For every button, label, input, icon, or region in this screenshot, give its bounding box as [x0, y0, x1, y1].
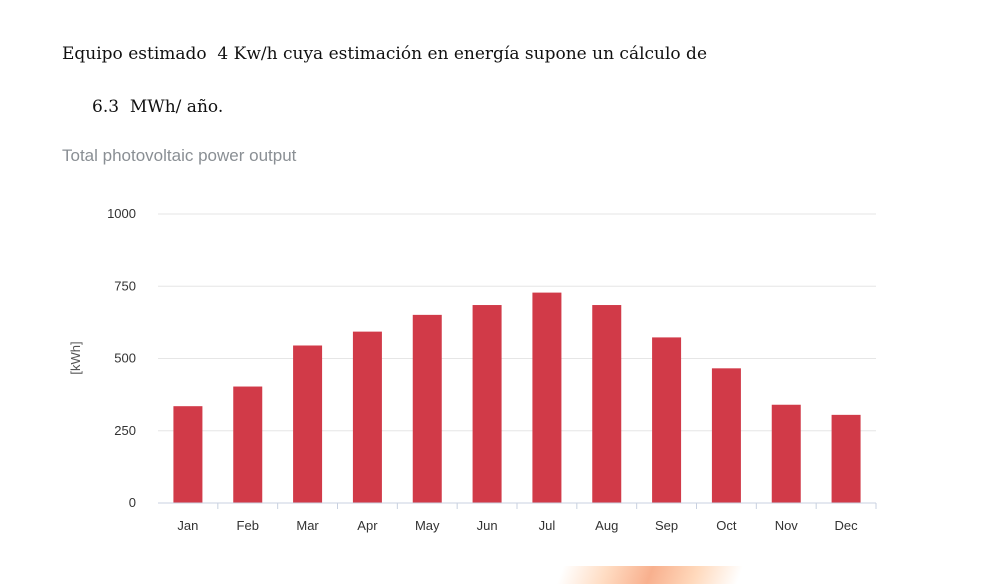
bar-dec[interactable]: [831, 414, 861, 503]
bar-aug[interactable]: [592, 305, 622, 503]
y-tick-label: 500: [114, 351, 136, 366]
bar-jun[interactable]: [472, 305, 502, 503]
x-tick-label: Feb: [237, 518, 259, 533]
bar-sep[interactable]: [652, 337, 682, 503]
grid-lines: [158, 213, 876, 432]
bar-jul[interactable]: [532, 292, 562, 503]
x-tick-label: May: [415, 518, 440, 533]
bar-feb[interactable]: [233, 386, 263, 503]
bars: [173, 292, 861, 503]
y-tick-label: 0: [129, 495, 136, 510]
bar-jan[interactable]: [173, 406, 203, 503]
x-tick-label: Dec: [835, 518, 859, 533]
y-tick-label: 250: [114, 423, 136, 438]
x-tick-label: Jul: [539, 518, 556, 533]
y-axis-title: [kWh]: [68, 341, 83, 374]
x-tick-label: Sep: [655, 518, 678, 533]
document-text-line-2: 6.3 MWh/ año.: [92, 97, 224, 117]
x-tick-label: Apr: [357, 518, 378, 533]
bar-apr[interactable]: [352, 331, 382, 503]
x-tick-label: Jan: [177, 518, 198, 533]
document-text-line-1: Equipo estimado 4 Kw/h cuya estimación e…: [62, 44, 708, 64]
bar-mar[interactable]: [293, 345, 323, 503]
decorative-watermark-strip: [556, 566, 744, 584]
axes: 0 250 500 750 1000 Jan Feb Mar Apr May Jun Jul Aug Se…: [107, 206, 877, 533]
chart-title: Total photovoltaic power output: [62, 146, 297, 165]
bar-may[interactable]: [412, 314, 442, 503]
bar-oct[interactable]: [711, 368, 741, 503]
x-tick-label: Aug: [595, 518, 618, 533]
x-tick-label: Oct: [716, 518, 737, 533]
y-tick-label: 1000: [107, 206, 136, 221]
y-tick-label: 750: [114, 278, 136, 293]
bar-nov[interactable]: [771, 404, 801, 503]
x-tick-label: Mar: [296, 518, 319, 533]
x-tick-label: Jun: [477, 518, 498, 533]
x-tick-label: Nov: [775, 518, 799, 533]
